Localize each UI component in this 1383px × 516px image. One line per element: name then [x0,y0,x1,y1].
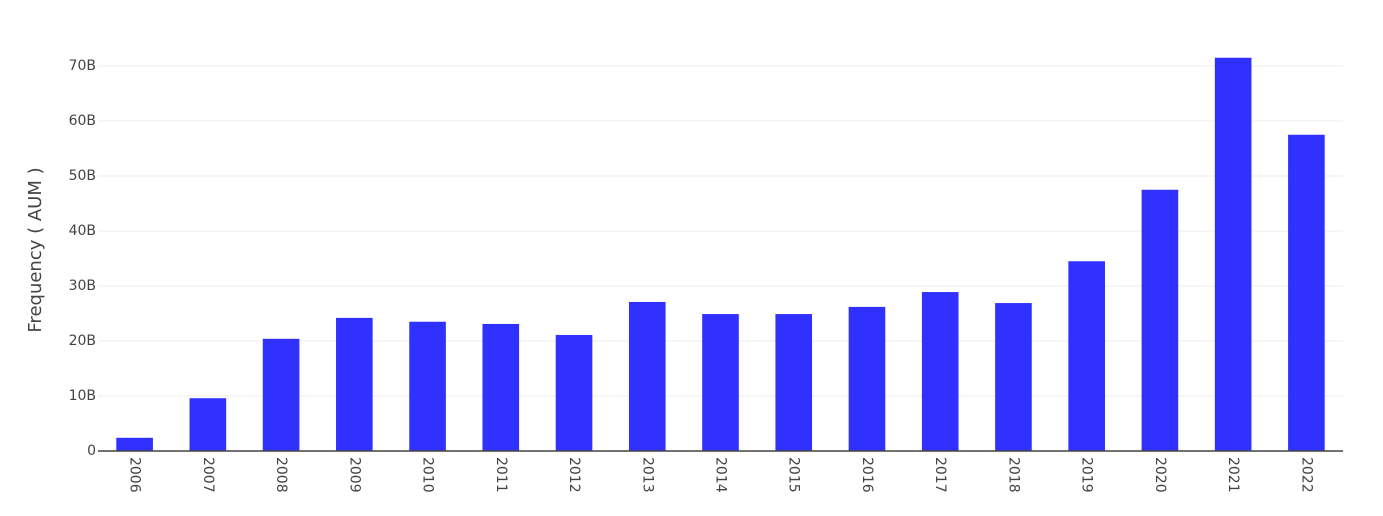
bar [702,314,739,451]
bar [1288,134,1325,451]
y-tick-label: 40B [69,223,96,239]
x-tick-label: 2015 [786,457,802,493]
x-tick-label: 2018 [1005,457,1021,493]
x-tick-label: 2022 [1298,457,1314,493]
x-tick-label: 2012 [566,457,582,493]
x-tick-label: 2020 [1152,457,1168,493]
x-tick-label: 2016 [859,457,875,493]
x-tick-label: 2011 [493,457,509,493]
y-axis-title: Frequency ( AUM ) [25,167,46,332]
y-tick-label: 50B [69,168,96,184]
bar [189,398,227,451]
y-tick-label: 70B [69,58,96,74]
x-tick-label: 2008 [273,457,289,493]
x-tick-label: 2009 [346,457,362,493]
x-tick-label: 2006 [127,457,143,493]
x-tick-label: 2007 [200,457,216,493]
bar [1214,57,1252,451]
bar [921,292,959,451]
x-tick-label: 2019 [1079,457,1095,493]
bar [628,301,666,451]
bar [995,303,1032,451]
y-tick-label: 20B [69,333,96,349]
bar [262,338,300,451]
bar [336,317,373,451]
y-tick-label: 0 [87,443,96,459]
x-tick-label: 2013 [639,457,655,493]
bar [1068,261,1105,451]
x-tick-label: 2021 [1225,457,1241,493]
bar [116,437,153,451]
bar [775,314,813,451]
y-tick-label: 60B [69,113,96,129]
bar [555,334,593,451]
bar [1141,189,1179,451]
x-tick-label: 2017 [932,457,948,493]
bar [409,321,446,451]
x-tick-label: 2014 [713,457,729,493]
x-tick-label: 2010 [420,457,436,493]
bar [848,306,886,451]
y-tick-label: 30B [69,278,96,294]
y-tick-label: 10B [69,388,96,404]
bar [482,323,520,451]
